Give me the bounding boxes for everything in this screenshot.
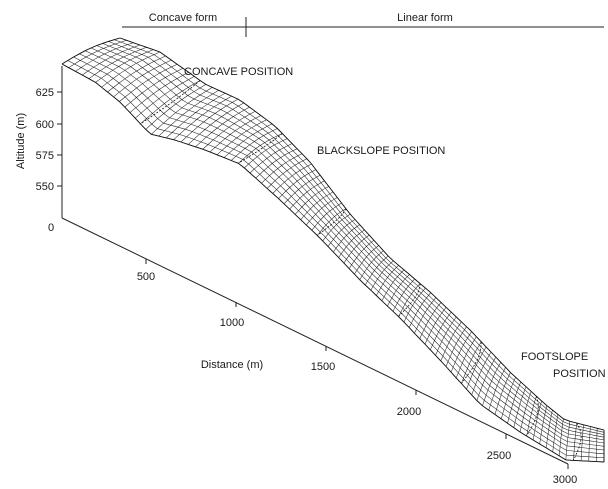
mesh-cross-line — [244, 138, 288, 169]
distance-tick-label-3000: 3000 — [553, 474, 577, 486]
surface-front-edge — [61, 63, 605, 463]
mesh-cross-line — [107, 55, 166, 93]
contour-arc — [317, 208, 347, 236]
mesh-cross-line — [494, 372, 511, 415]
mesh-cross-line — [272, 163, 312, 194]
altitude-tick-label-575: 575 — [36, 150, 54, 162]
mesh-long-line — [79, 53, 605, 451]
concave-form-label: Concave form — [149, 12, 217, 24]
mesh-cross-line — [188, 102, 244, 145]
contour-arc — [461, 341, 482, 384]
contour-arc — [398, 283, 421, 317]
concave-position-label: CONCAVE POSITION — [184, 66, 293, 78]
distance-tick-label-2500: 2500 — [487, 450, 511, 462]
mesh-cross-line — [333, 224, 360, 253]
mesh-cross-line — [513, 386, 527, 428]
contour-arc — [573, 422, 582, 461]
distance-tick-label-1500: 1500 — [311, 361, 335, 373]
mesh-cross-line — [507, 381, 522, 424]
mesh-cross-line — [82, 44, 140, 76]
mesh-cross-line — [124, 68, 184, 108]
mesh-cross-line — [322, 213, 351, 242]
mesh-cross-line — [145, 84, 207, 130]
form-bar: Concave form Linear form — [122, 12, 604, 37]
mesh-cross-line — [338, 229, 365, 258]
altitude-tick-label-550: 550 — [36, 181, 54, 193]
mesh-cross-line — [88, 47, 147, 79]
mesh-cross-line — [327, 219, 356, 247]
mesh-long-line — [61, 63, 605, 463]
backslope-position-label: BLACKSLOPE POSITION — [317, 145, 445, 157]
altitude-tick-label-600: 600 — [36, 119, 54, 131]
mesh-cross-line — [209, 115, 261, 153]
mesh-cross-line — [68, 40, 127, 68]
altitude-axis-title: Altitude (m) — [15, 113, 27, 169]
mesh-long-line — [67, 60, 605, 459]
distance-tick-label-2000: 2000 — [397, 406, 421, 418]
mesh-long-line — [102, 43, 605, 438]
mesh-long-line — [96, 45, 605, 441]
surface-top-edge — [61, 37, 121, 65]
altitude-axis: 625 600 575 550 0 Altitude (m) — [15, 66, 63, 234]
mesh-long-line — [119, 37, 605, 431]
contour-arc — [526, 396, 539, 437]
altitude-tick-label-625: 625 — [36, 87, 54, 99]
distance-axis-line — [61, 217, 569, 465]
mesh-cross-line — [343, 234, 370, 264]
mesh-cross-line — [500, 377, 516, 419]
distance-axis-title: Distance (m) — [201, 359, 263, 371]
footslope-position-label-line1: FOOTSLOPE — [521, 351, 588, 363]
linear-form-label: Linear form — [397, 12, 453, 24]
distance-tick-label-500: 500 — [137, 271, 155, 283]
distance-axis: 500 1000 1500 2000 2500 3000 Distance (m… — [61, 217, 577, 486]
mesh-long-line — [73, 56, 605, 455]
mesh-cross-line — [223, 123, 273, 158]
position-annotations: CONCAVE POSITION BLACKSLOPE POSITION FOO… — [184, 66, 606, 380]
mesh-long-line — [114, 39, 605, 433]
surface-back-edge — [119, 37, 605, 431]
mesh-cross-line — [180, 98, 239, 143]
mesh-cross-line — [151, 87, 213, 135]
mesh-cross-line — [113, 59, 172, 98]
distance-tick-label-1000: 1000 — [220, 317, 244, 329]
mesh-cross-line — [266, 158, 308, 189]
mesh-long-line — [108, 41, 605, 435]
slope-surface-mesh — [61, 37, 605, 463]
mesh-long-line — [90, 47, 605, 444]
mesh-cross-line — [119, 63, 178, 102]
mesh-long-line — [85, 50, 605, 447]
mesh-cross-line — [75, 42, 134, 72]
footslope-position-label-line2: POSITION — [553, 368, 606, 380]
mesh-cross-line — [173, 95, 232, 140]
altitude-tick-label-0: 0 — [48, 222, 54, 234]
